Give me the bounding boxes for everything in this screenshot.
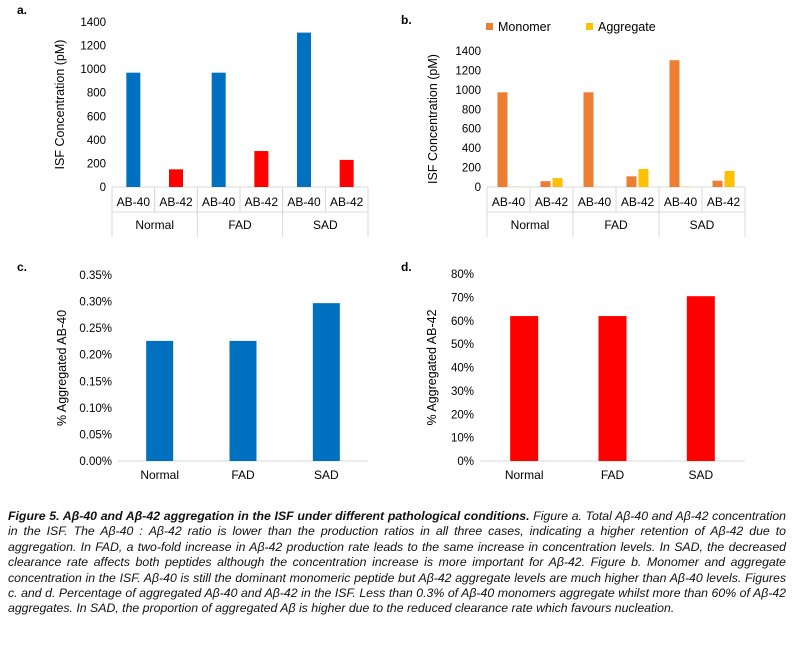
- group-label: SAD: [690, 218, 715, 232]
- y-tick-label: 800: [462, 104, 481, 116]
- x-tick-label: FAD: [601, 468, 625, 482]
- y-tick-label: 20%: [451, 409, 474, 421]
- chart-d: d. 0% 10% 20% 30% 40% 50% 60% 70% 80% % Aggregated…: [401, 260, 745, 482]
- x-tick-label: AB-42: [330, 195, 364, 209]
- bar: [211, 72, 226, 187]
- x-tick-label: AB-40: [287, 195, 321, 209]
- y-tick-label: 1400: [80, 17, 106, 29]
- panel-label: c.: [17, 260, 27, 274]
- y-tick-label: 0.15%: [79, 376, 112, 388]
- bar-aggregate: [638, 169, 649, 187]
- y-tick-label: 600: [87, 111, 106, 123]
- y-tick-label: 0.30%: [79, 297, 112, 309]
- legend-swatch-aggregate: [586, 23, 593, 30]
- bar-monomer: [669, 60, 680, 187]
- group-label: Normal: [135, 218, 174, 232]
- x-tick-label: AB-42: [245, 195, 279, 209]
- x-tick-label: FAD: [231, 468, 255, 482]
- group-label: SAD: [313, 218, 338, 232]
- y-tick-label: 50%: [451, 339, 474, 351]
- y-tick-label: 60%: [451, 316, 474, 328]
- chart-c: c. 0.00% 0.05% 0.10% 0.15% 0.20% 0.25% 0.30% 0.3…: [17, 260, 368, 482]
- x-tick-label: AB-40: [578, 195, 612, 209]
- y-tick-label: 30%: [451, 386, 474, 398]
- bar: [598, 316, 627, 461]
- y-tick-label: 0.25%: [79, 323, 112, 335]
- x-tick-label: Normal: [140, 468, 179, 482]
- chart-a: a. 0 200 400 600 800 1000 1200 1400 ISF Concentra…: [17, 3, 369, 237]
- bar: [339, 159, 354, 187]
- x-tick-label: SAD: [688, 468, 713, 482]
- legend-label-aggregate: Aggregate: [598, 20, 656, 34]
- bar: [686, 296, 715, 461]
- bar: [169, 169, 183, 187]
- bar: [126, 72, 141, 187]
- x-tick-label: AB-42: [707, 195, 741, 209]
- panel-label: d.: [401, 260, 412, 274]
- y-tick-label: 600: [462, 124, 481, 136]
- y-axis-label: % Aggregated AB-40: [55, 310, 69, 426]
- legend-swatch-monomer: [486, 23, 493, 30]
- x-tick-label: AB-40: [664, 195, 698, 209]
- x-tick-label: AB-40: [117, 195, 151, 209]
- y-tick-label: 80%: [451, 269, 474, 281]
- bar: [510, 316, 539, 461]
- x-tick-label: AB-42: [621, 195, 655, 209]
- x-tick-label: SAD: [314, 468, 339, 482]
- group-label: FAD: [228, 218, 252, 232]
- bar: [229, 340, 257, 461]
- y-tick-label: 1000: [455, 85, 481, 97]
- caption-body: Figure a. Total Aβ-40 and Aβ-42 concentr…: [8, 509, 787, 616]
- y-tick-label: 40%: [451, 363, 474, 375]
- y-tick-label: 200: [462, 163, 481, 175]
- bar-monomer: [497, 92, 508, 187]
- caption-title: Figure 5. Aβ-40 and Aβ-42 aggregation in…: [8, 509, 530, 523]
- x-tick-label: AB-42: [159, 195, 193, 209]
- x-tick-label: Normal: [505, 468, 544, 482]
- group-label: FAD: [604, 218, 628, 232]
- y-axis-label: ISF Concentration (pM): [426, 54, 440, 184]
- y-tick-label: 0.10%: [79, 403, 112, 415]
- y-tick-label: 800: [87, 88, 106, 100]
- y-tick-label: 1200: [80, 41, 106, 53]
- bar: [312, 303, 340, 461]
- group-label: Normal: [511, 218, 550, 232]
- bar: [254, 151, 269, 187]
- x-tick-label: AB-42: [535, 195, 569, 209]
- bar: [297, 32, 311, 187]
- bar-monomer: [583, 92, 594, 187]
- y-tick-label: 0%: [457, 456, 474, 468]
- x-tick-label: AB-40: [202, 195, 236, 209]
- y-tick-label: 200: [87, 158, 106, 170]
- bar: [146, 340, 174, 461]
- chart-b: b. 0 200 400 600 800 1000 1200 1400 ISF Concentra…: [401, 13, 746, 237]
- x-tick-label: AB-40: [492, 195, 526, 209]
- y-tick-label: 1000: [80, 64, 106, 76]
- y-tick-label: 400: [462, 143, 481, 155]
- y-tick-label: 0.35%: [79, 270, 112, 282]
- y-tick-label: 1400: [455, 46, 481, 58]
- legend-label-monomer: Monomer: [498, 20, 551, 34]
- bar-aggregate: [724, 170, 735, 187]
- y-tick-label: 1200: [455, 65, 481, 77]
- figure-caption: Figure 5. Aβ-40 and Aβ-42 aggregation in…: [8, 509, 786, 617]
- panel-label: a.: [17, 3, 27, 17]
- y-tick-label: 0: [475, 182, 481, 194]
- y-tick-label: 0.20%: [79, 350, 112, 362]
- y-tick-label: 10%: [451, 433, 474, 445]
- bar-monomer: [626, 176, 637, 187]
- y-tick-label: 0.05%: [79, 429, 112, 441]
- y-tick-label: 400: [87, 135, 106, 147]
- y-axis-label: ISF Concentration (pM): [53, 40, 67, 170]
- bar-monomer: [712, 180, 723, 187]
- y-tick-label: 70%: [451, 292, 474, 304]
- panel-label: b.: [401, 13, 412, 27]
- bar-aggregate: [552, 178, 563, 187]
- y-tick-label: 0.00%: [79, 456, 112, 468]
- y-axis-label: % Aggregated AB-42: [425, 309, 439, 425]
- y-tick-label: 0: [100, 182, 106, 194]
- bar-monomer: [540, 181, 551, 187]
